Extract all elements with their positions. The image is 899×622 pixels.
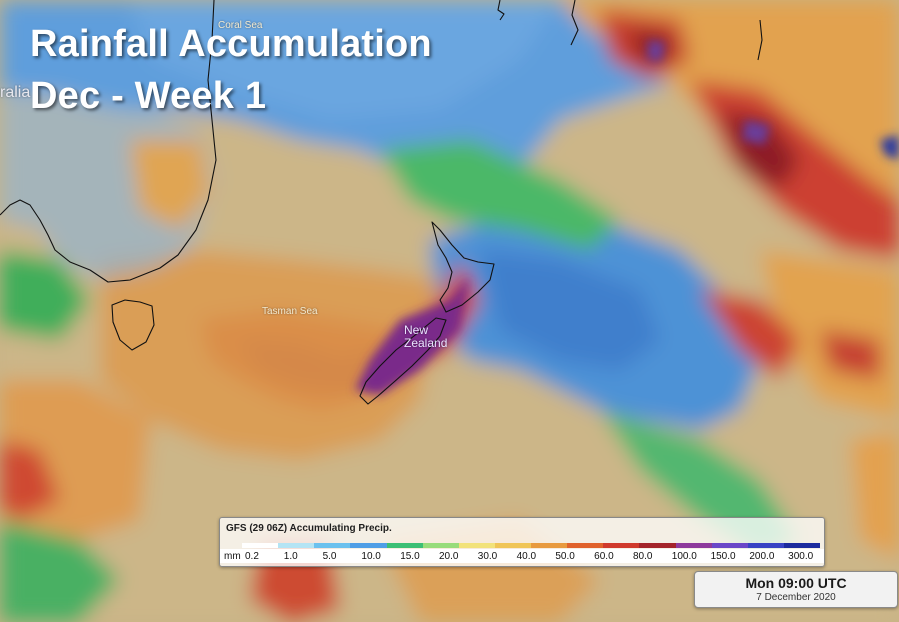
legend-label: 150.0 — [710, 550, 736, 562]
place-label-australia: ralia — [0, 84, 31, 101]
legend-swatch — [278, 543, 315, 548]
legend-swatch — [494, 543, 531, 548]
legend-label: 200.0 — [749, 550, 775, 562]
legend-label: 0.2 — [245, 550, 259, 562]
legend-label: 80.0 — [632, 550, 653, 562]
legend-label: 20.0 — [438, 550, 459, 562]
place-label-coral-sea: Coral Sea — [218, 20, 263, 31]
place-label-new-zealand: New Zealand — [404, 323, 448, 350]
australia-coastline — [0, 0, 217, 283]
legend-label: 50.0 — [555, 550, 575, 562]
legend-swatch — [242, 543, 279, 548]
legend-swatch — [422, 543, 459, 548]
time-date: 7 December 2020 — [756, 592, 836, 603]
legend-label: 15.0 — [400, 550, 420, 562]
legend-swatch — [747, 543, 784, 548]
precip-legend: GFS (29 06Z) Accumulating Precip. mm 0.2… — [219, 517, 825, 567]
legend-title: GFS (29 06Z) Accumulating Precip. — [226, 523, 392, 534]
south-island-coastline — [359, 317, 447, 405]
legend-swatch — [458, 543, 495, 548]
legend-swatch — [603, 543, 640, 548]
legend-label: 40.0 — [516, 550, 537, 562]
legend-labels: mm 0.2 1.0 5.0 10.0 15.0 20.0 30.0 40.0 50.0 60.0… — [220, 549, 824, 563]
time-display: Mon 09:00 UTC 7 December 2020 — [694, 571, 898, 608]
north-island-coastline — [431, 221, 495, 313]
legend-label: 100.0 — [671, 550, 697, 562]
legend-swatch — [639, 543, 676, 548]
legend-swatch — [531, 543, 568, 548]
legend-label: 300.0 — [788, 550, 814, 562]
place-label-tasman-sea: Tasman Sea — [262, 306, 318, 317]
legend-swatch — [567, 543, 604, 548]
legend-label: 30.0 — [477, 550, 498, 562]
legend-swatch — [386, 543, 423, 548]
legend-label: 5.0 — [322, 550, 337, 562]
legend-swatch — [675, 543, 712, 548]
legend-swatch — [711, 543, 748, 548]
legend-label: 1.0 — [283, 550, 298, 562]
legend-swatch — [314, 543, 351, 548]
time-main: Mon 09:00 UTC — [745, 575, 847, 591]
legend-swatch — [783, 543, 820, 548]
legend-color-scale — [242, 543, 820, 548]
legend-swatch — [350, 543, 387, 548]
legend-unit: mm — [224, 550, 241, 562]
map-subtitle: Dec - Week 1 — [30, 75, 267, 117]
map-title: Rainfall Accumulation — [30, 23, 432, 65]
legend-label: 60.0 — [594, 550, 614, 562]
legend-label: 10.0 — [361, 550, 381, 562]
tasmania-coastline — [111, 299, 155, 351]
